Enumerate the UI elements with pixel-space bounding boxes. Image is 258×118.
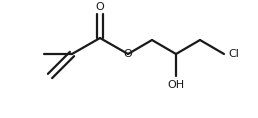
Text: OH: OH [167, 80, 184, 90]
Text: Cl: Cl [228, 49, 239, 59]
Text: O: O [96, 2, 104, 12]
Text: O: O [124, 49, 132, 59]
